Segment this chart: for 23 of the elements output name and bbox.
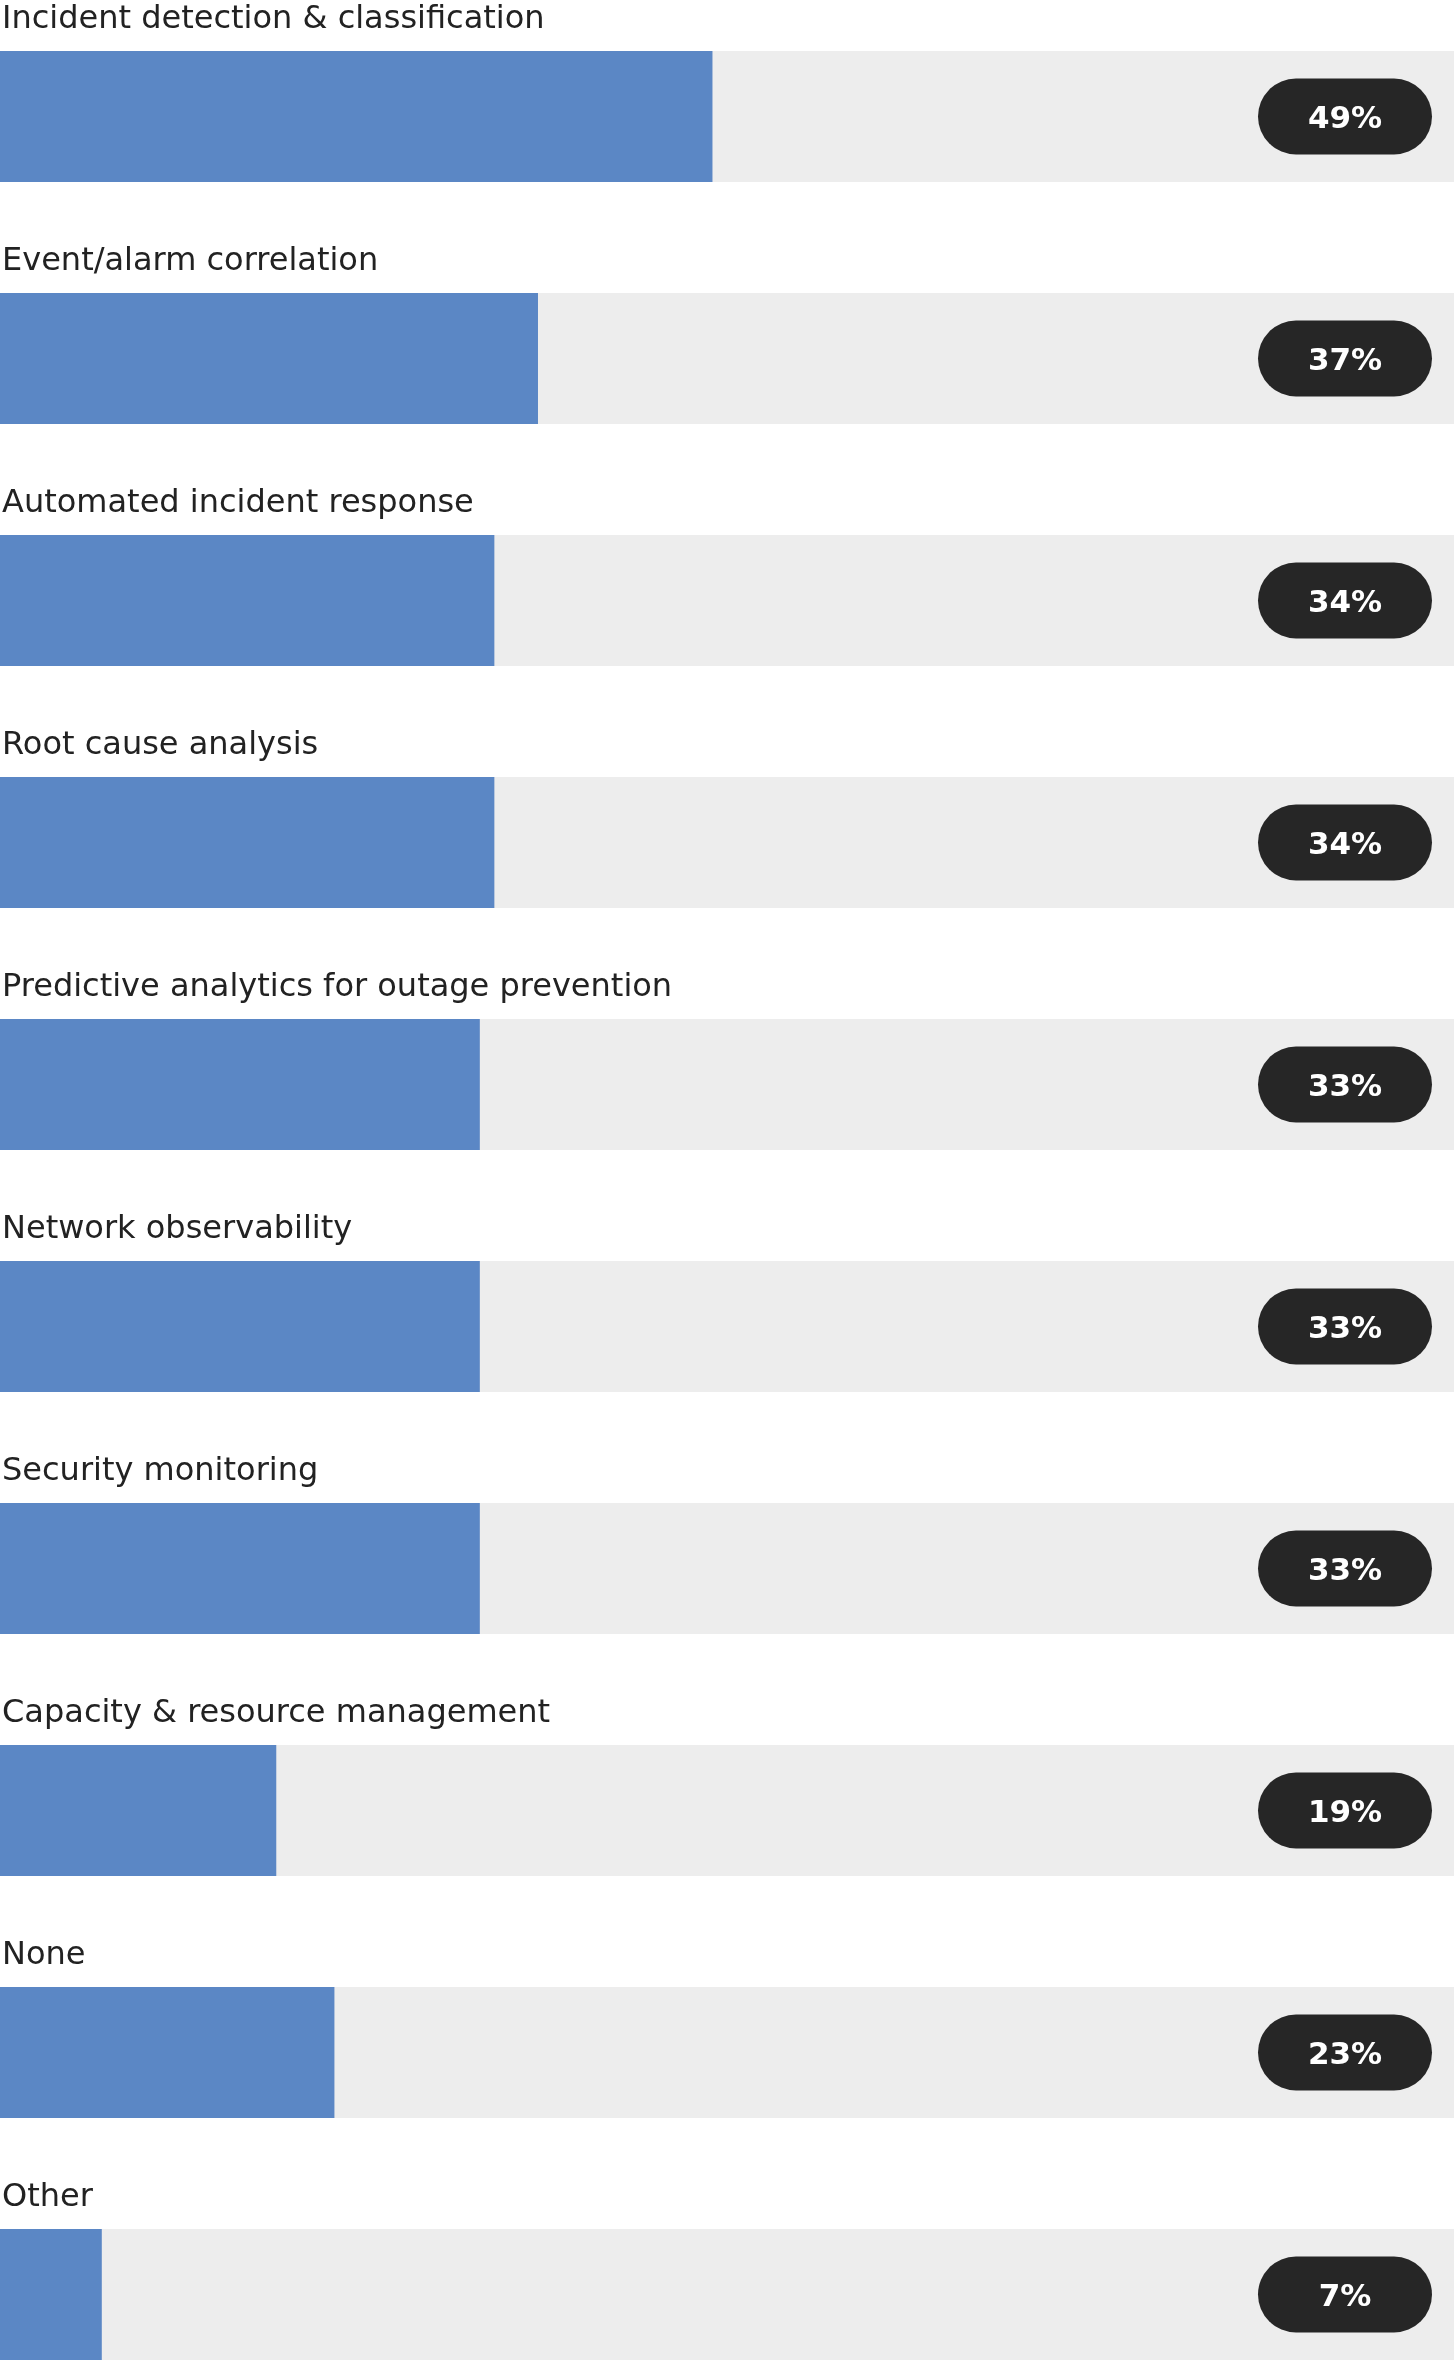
data-label: 33% [1307, 1308, 1383, 1345]
data-label: 23% [1307, 2034, 1383, 2071]
data-label: 37% [1307, 340, 1383, 377]
data-label: 34% [1307, 824, 1383, 861]
y-tick-label: Incident detection & classification [2, 0, 545, 36]
data-label: 7% [1318, 2276, 1372, 2313]
y-tick-label: Network observability [2, 1208, 353, 1246]
data-label: 34% [1307, 582, 1383, 619]
y-tick-label: Root cause analysis [2, 724, 319, 762]
data-label: 33% [1307, 1066, 1383, 1103]
data-label: 19% [1307, 1792, 1383, 1829]
y-tick-label: Predictive analytics for outage prevention [2, 966, 673, 1004]
y-tick-label: Automated incident response [2, 482, 474, 520]
y-tick-label: Event/alarm correlation [2, 240, 379, 278]
y-tick-label: Security monitoring [2, 1450, 319, 1488]
data-label: 33% [1307, 1550, 1383, 1587]
bar [0, 2229, 102, 2360]
bar [0, 1745, 277, 1876]
bar [0, 1987, 335, 2118]
y-tick-label: Capacity & resource management [2, 1692, 551, 1730]
data-label: 49% [1307, 98, 1383, 135]
y-tick-label: None [2, 1934, 86, 1972]
y-tick-label: Other [2, 2176, 94, 2214]
